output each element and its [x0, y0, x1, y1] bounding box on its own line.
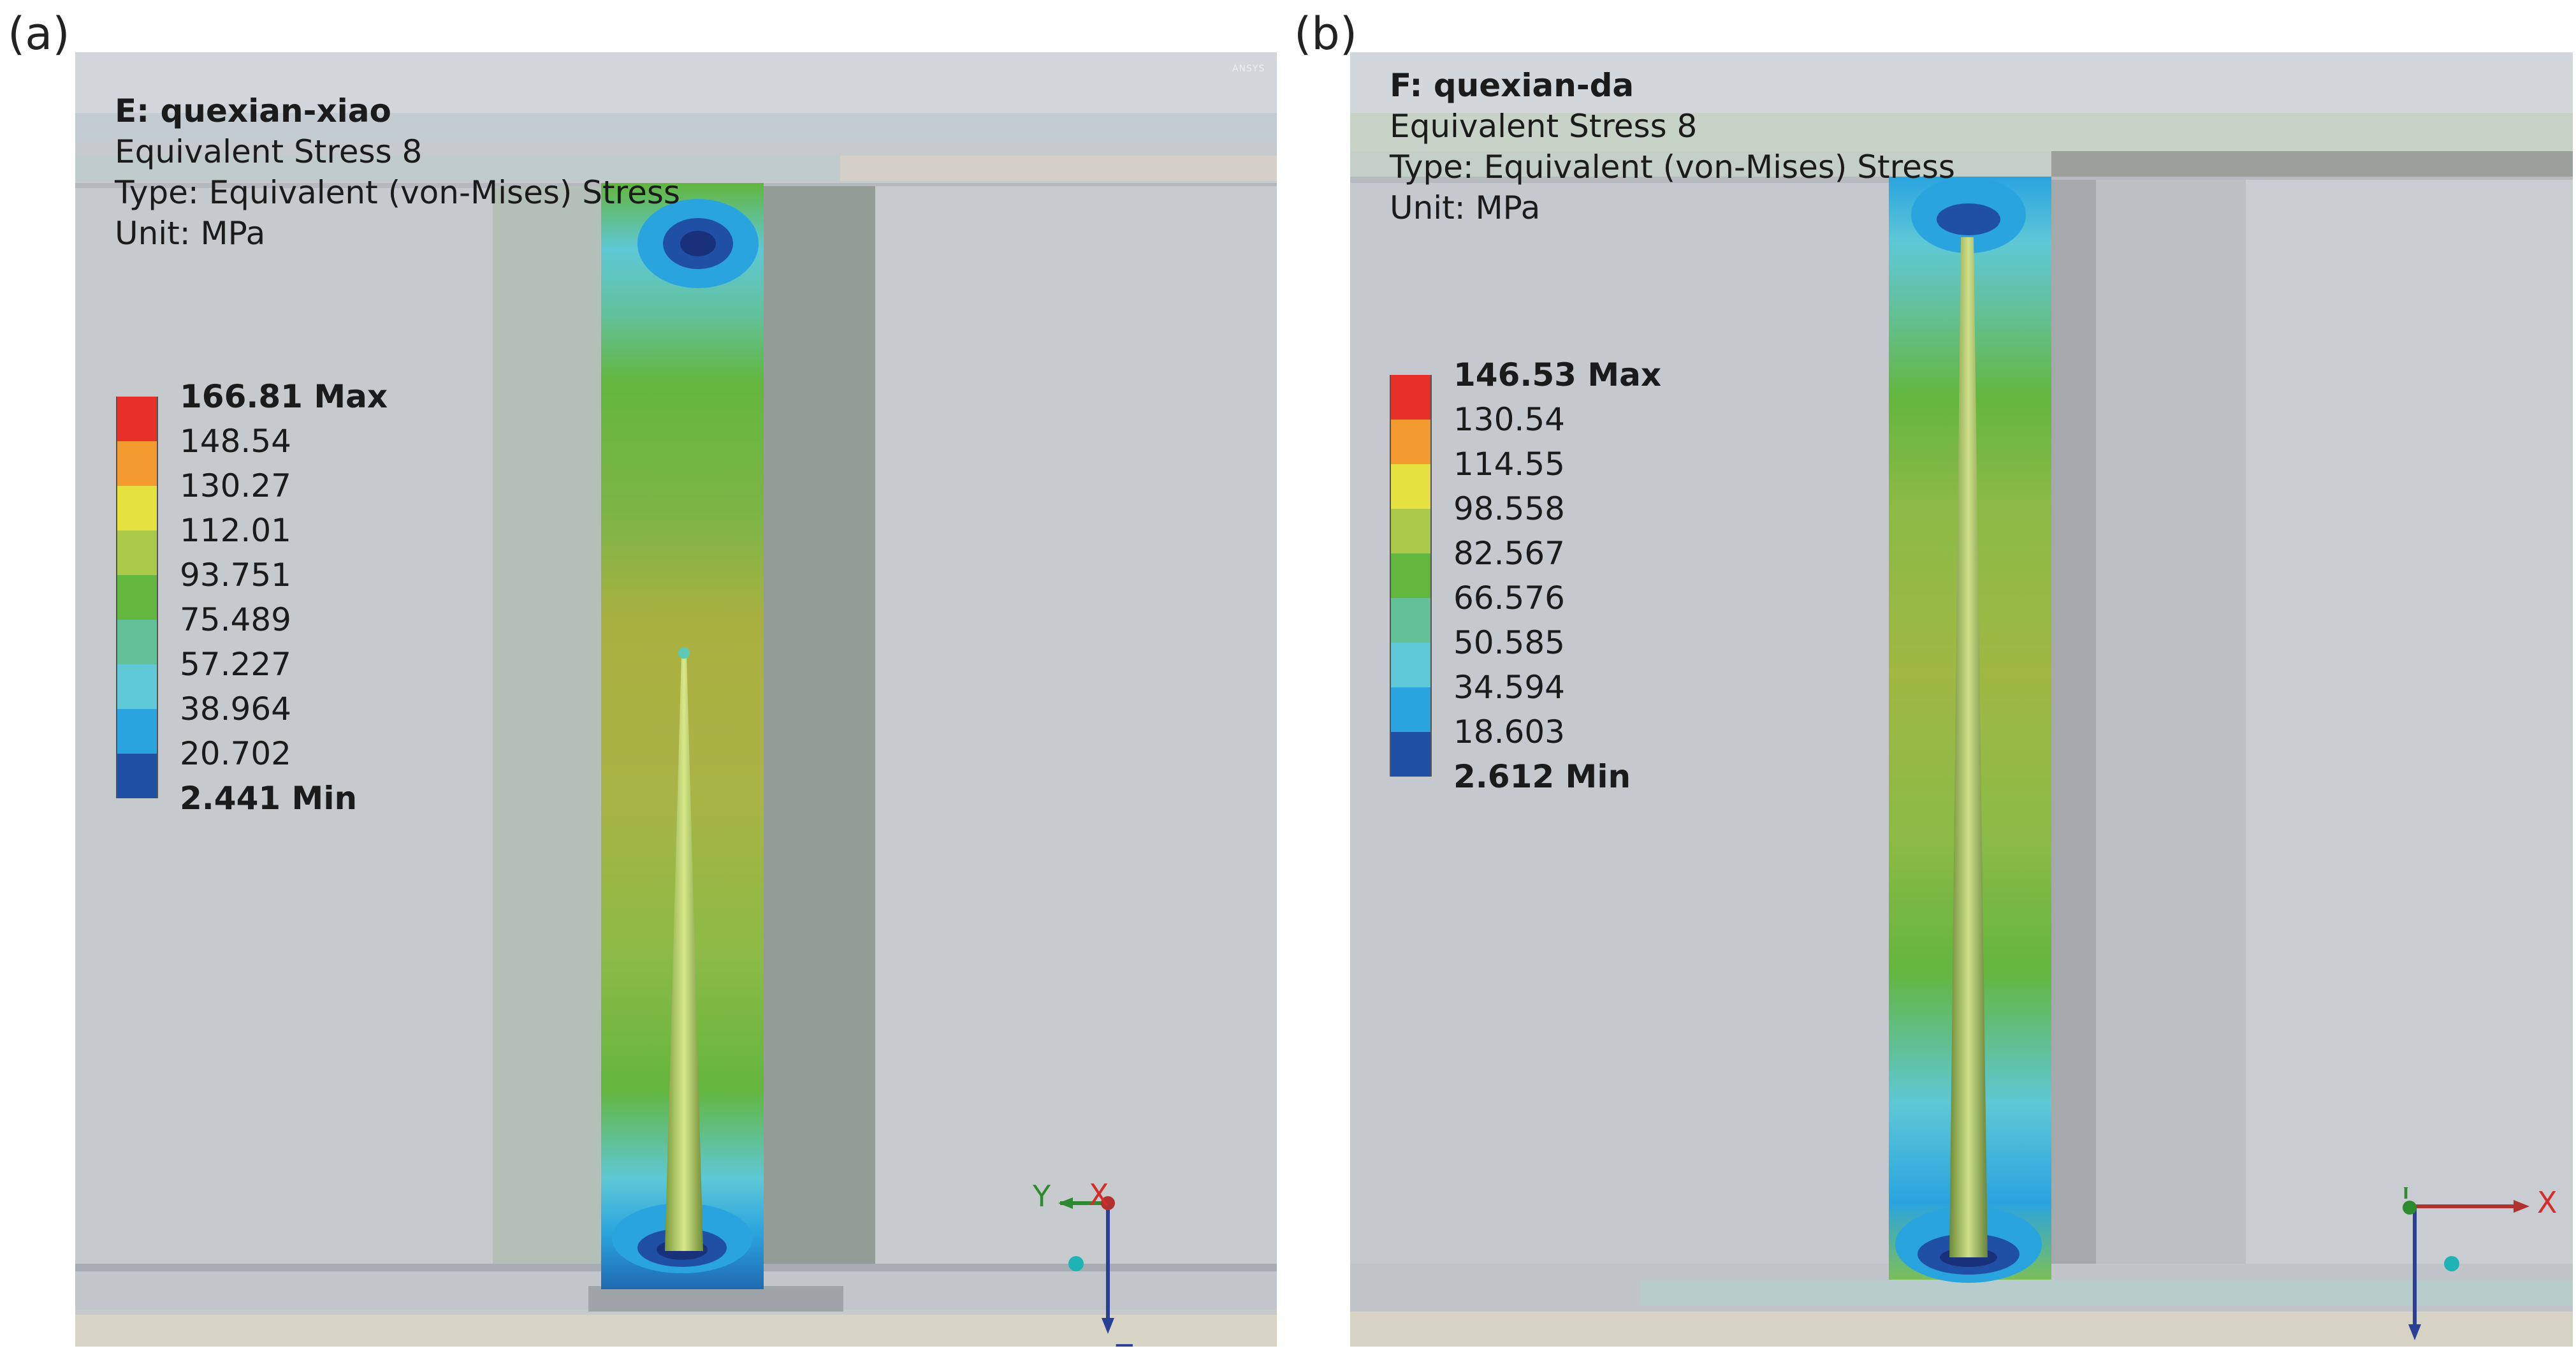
- panel-a-scene: [75, 52, 1277, 1347]
- legend-swatch: [116, 575, 158, 620]
- legend-label: 50.585: [1453, 624, 1565, 661]
- result-type: Type: Equivalent (von-Mises) Stress: [1390, 149, 1955, 186]
- legend-swatch: [1390, 687, 1432, 732]
- legend-label: 34.594: [1453, 669, 1565, 706]
- legend-swatch: [1390, 732, 1432, 777]
- legend-label: 148.54: [180, 423, 291, 460]
- result-subtitle: Equivalent Stress 8: [1390, 108, 1698, 145]
- triad-x-label: X: [1089, 1181, 1109, 1212]
- legend-swatch: [116, 397, 158, 441]
- legend-label: 57.227: [180, 646, 291, 683]
- legend-label-max: 146.53 Max: [1453, 356, 1662, 393]
- legend-swatch: [116, 620, 158, 664]
- legend-label: 82.567: [1453, 535, 1565, 572]
- legend-label: 98.558: [1453, 490, 1565, 527]
- legend-swatch: [1390, 553, 1432, 598]
- legend-label: 112.01: [180, 512, 291, 549]
- panel-a-info: E: quexian-xiao Equivalent Stress 8 Type…: [115, 91, 680, 254]
- legend-label: 114.55: [1453, 446, 1565, 483]
- panel-a-legend: 166.81 Max 148.54 130.27 112.01 93.751 7…: [116, 378, 435, 856]
- legend-label-max: 166.81 Max: [180, 378, 388, 415]
- legend-label: 75.489: [180, 601, 291, 638]
- legend-swatch: [1390, 509, 1432, 553]
- result-title: E: quexian-xiao: [115, 92, 391, 129]
- panel-a-viewport[interactable]: ANSYS E: quexian-xiao Equivalent Stress …: [75, 52, 1277, 1347]
- triad-z-label: Z: [1114, 1338, 1135, 1347]
- legend-label-min: 2.441 Min: [180, 780, 358, 817]
- panel-b-legend: 146.53 Max 130.54 114.55 98.558 82.567 6…: [1390, 356, 1708, 834]
- legend-label: 130.54: [1453, 401, 1565, 438]
- legend-swatch: [1390, 643, 1432, 687]
- result-title: F: quexian-da: [1390, 67, 1634, 104]
- legend-swatch: [116, 754, 158, 798]
- legend-swatch: [1390, 375, 1432, 420]
- result-unit: Unit: MPa: [115, 215, 266, 252]
- panel-a-label: (a): [8, 8, 70, 60]
- legend-swatch: [116, 441, 158, 486]
- legend-swatch: [1390, 420, 1432, 464]
- triad-x-label: X: [2537, 1187, 2558, 1220]
- legend-label: 130.27: [180, 467, 291, 504]
- result-unit: Unit: MPa: [1390, 189, 1541, 226]
- legend-swatch: [116, 709, 158, 754]
- result-type: Type: Equivalent (von-Mises) Stress: [115, 174, 680, 211]
- axis-triad[interactable]: Y X Z: [2370, 1187, 2568, 1347]
- panel-b-label: (b): [1294, 8, 1358, 60]
- legend-label: 38.964: [180, 691, 291, 728]
- legend-swatch: [116, 486, 158, 530]
- legend-label: 20.702: [180, 735, 291, 772]
- legend-swatch: [1390, 598, 1432, 643]
- legend-label: 66.576: [1453, 580, 1565, 617]
- legend-label: 18.603: [1453, 713, 1565, 750]
- ansys-logo: ANSYS: [1232, 64, 1265, 74]
- triad-y-label: Y: [2396, 1187, 2415, 1206]
- panel-b-info: F: quexian-da Equivalent Stress 8 Type: …: [1390, 65, 1955, 228]
- axis-triad[interactable]: Y X Z: [1019, 1181, 1184, 1347]
- legend-swatch: [116, 530, 158, 575]
- legend-swatch: [116, 664, 158, 709]
- legend-label: 93.751: [180, 557, 291, 594]
- legend-label-min: 2.612 Min: [1453, 758, 1631, 795]
- result-subtitle: Equivalent Stress 8: [115, 133, 423, 170]
- triad-y-label: Y: [1032, 1181, 1051, 1213]
- panel-b-viewport[interactable]: F: quexian-da Equivalent Stress 8 Type: …: [1350, 52, 2573, 1347]
- panel-b-scene: [1350, 52, 2573, 1347]
- legend-swatch: [1390, 464, 1432, 509]
